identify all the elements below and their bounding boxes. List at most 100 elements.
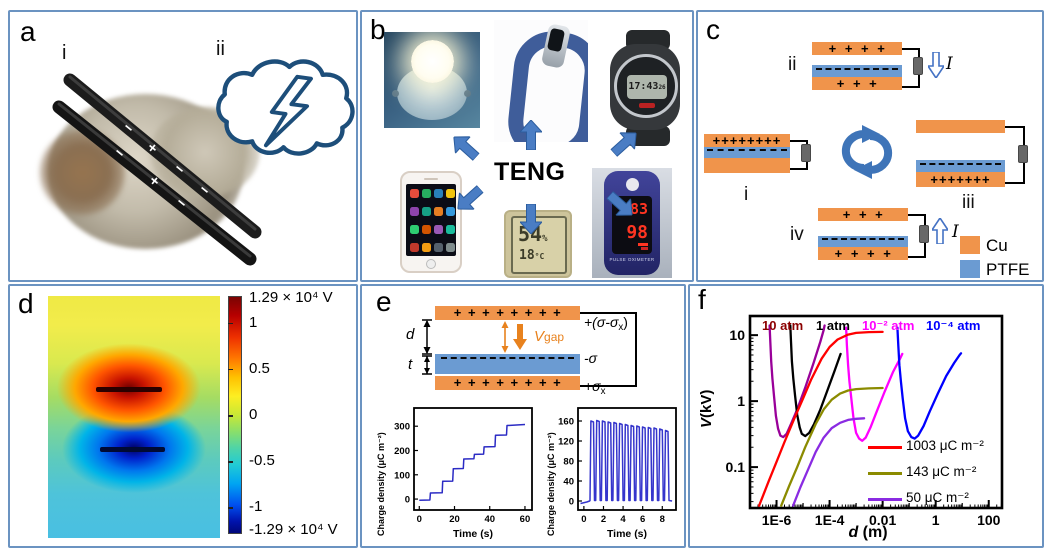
watch-time: 17:43 [628, 81, 659, 92]
legend-label-1003: 1003 μC m⁻² [906, 438, 984, 453]
legend-label-143: 143 μC m⁻² [906, 464, 977, 479]
thickness-arrow [422, 355, 432, 375]
state-iv-label: iv [790, 224, 804, 245]
f-xlabel: d (m) [848, 524, 888, 541]
arrow-up-left-icon [453, 136, 480, 162]
fitness-band-photo [494, 20, 588, 142]
state-i-top-cu-electrode: ++++++++ [704, 134, 790, 147]
legend-swatch-ptfe [960, 260, 980, 278]
gap-distance-arrow [422, 319, 432, 355]
panel-f-letter: f [698, 284, 706, 315]
watch-seconds: 26 [658, 84, 666, 91]
panel-e: e + + + + + + + + +(σ-σx) d Vgap -σ [360, 284, 686, 548]
oximeter-spo2: 98 [626, 222, 648, 243]
pressure-label-10atm: 10 atm [762, 318, 804, 333]
svg-text:0.01: 0.01 [869, 512, 896, 528]
current-label-iv: I [952, 222, 959, 242]
hygrometer-temperature: 18 [519, 248, 535, 263]
vgap-thick-arrow [513, 324, 527, 350]
svg-text:6: 6 [640, 514, 645, 525]
cycle-arrows-icon [841, 125, 893, 179]
lightning-bolt-icon [263, 74, 313, 148]
phone-app-grid [406, 184, 456, 256]
legend-line-143 [868, 472, 902, 476]
oximeter-pulse: 83 [629, 200, 648, 218]
svg-text:1E-4: 1E-4 [815, 512, 845, 528]
vgap-thin-arrow [501, 321, 509, 353]
svg-text:1: 1 [932, 512, 940, 528]
panel-f: voltage-vs-gap f 1E-61E-40.0111000.1110 … [688, 284, 1044, 548]
colorbar-tick: -1 [249, 498, 263, 515]
colorbar-tick: 1 [249, 314, 258, 331]
schematic-ptfe-layer [435, 354, 580, 374]
colorbar-min-label: -1.29 × 10⁴ V [249, 521, 338, 538]
panel-a-sublabel-i: i [62, 42, 67, 64]
smartphone-photo [390, 170, 474, 274]
state-i-resistor [801, 144, 811, 162]
svg-text:0: 0 [569, 497, 574, 508]
svg-text:8: 8 [660, 514, 665, 525]
svg-text:40: 40 [484, 514, 495, 525]
bottom-electrode-plate [99, 447, 165, 453]
current-arrow-up-icon [932, 218, 948, 244]
voltage-vs-gap-distance-plot: 1E-6 1E-4 0.01 1 100 0.1 1 10 [726, 314, 1004, 528]
svg-text:2: 2 [601, 514, 606, 525]
arrow-down-left-icon [457, 184, 484, 210]
phone-home-button [426, 259, 436, 269]
colorbar-tick: 0.5 [249, 360, 270, 377]
svg-text:120: 120 [558, 437, 574, 448]
colorbar-tick: -0.5 [249, 452, 275, 469]
svg-text:160: 160 [558, 417, 574, 428]
charged-rods-icon: − + − − − + − [52, 73, 262, 266]
panel-a-sublabel-ii: ii [216, 38, 225, 60]
svg-text:300: 300 [394, 422, 410, 433]
surface-charge-top-label: +(σ-σx) [584, 314, 628, 333]
state-iv-bottom-charges: + + + + [834, 246, 892, 261]
state-iv-bottom-cu-electrode: + + + + [818, 247, 908, 260]
panel-c: c ii + + + + + + + I ++++++++ i [696, 10, 1044, 282]
state-iii-bottom-cu-electrode: +++++++ [916, 172, 1005, 187]
svg-text:100: 100 [977, 512, 1001, 528]
panel-a-label: a [20, 16, 36, 47]
digital-watch-photo: 17:4326 [602, 28, 688, 146]
pressure-label-0.0001atm: 10⁻⁴ atm [926, 318, 981, 333]
svg-text:40: 40 [563, 477, 574, 488]
legend-label-50: 50 μC m⁻² [906, 490, 969, 505]
thundercloud-icon [216, 59, 355, 156]
pressure-label-0.01atm: 10⁻² atm [862, 318, 915, 333]
oximeter-button [626, 178, 639, 191]
panel-b-label: b [370, 14, 386, 45]
svg-text:0.1: 0.1 [726, 459, 746, 475]
legend-swatch-cu [960, 236, 980, 254]
state-iii-ptfe-layer [916, 160, 1005, 172]
panel-d: d 1.29 × 10⁴ V 1 0.5 0 -0.5 -1 -1.29 × 1… [8, 284, 358, 548]
panel-d-label: d [18, 288, 34, 319]
potential-field-map [48, 296, 220, 538]
svg-text:80: 80 [563, 457, 574, 468]
panel-a: a i ii − + − − − + − [8, 10, 358, 282]
current-arrow-down-icon [928, 52, 944, 78]
schematic-top-cu-electrode: + + + + + + + + [435, 306, 580, 320]
svg-text:0: 0 [417, 514, 422, 525]
arrow-up-icon [520, 120, 542, 150]
svg-text:4: 4 [620, 514, 626, 525]
state-iii-resistor [1018, 145, 1028, 163]
state-i-bottom-cu-electrode [704, 158, 790, 173]
surface-charge-mid-label: -σ [584, 350, 598, 366]
state-ii-top-charges: + + + + [828, 41, 886, 56]
state-iv-ptfe-layer [818, 236, 908, 247]
state-iii-bottom-charges: +++++++ [930, 172, 991, 187]
legend-label-ptfe: PTFE [986, 260, 1030, 279]
arrow-down-icon [520, 204, 542, 234]
gap-distance-label: d [406, 326, 415, 343]
svg-text:200: 200 [394, 446, 410, 457]
pulse-oximeter-photo: 83 98 PULSE OXIMETER [592, 168, 672, 278]
legend-line-1003 [868, 446, 902, 450]
oximeter-label: PULSE OXIMETER [609, 257, 655, 262]
panel-b: b TENG 17:4326 [360, 10, 694, 282]
current-label-ii: I [946, 54, 953, 74]
charge-density-steps-chart: 0 20 40 60 0 100 200 300 Time (s) [394, 407, 533, 540]
state-ii-bottom-charges: + + + [836, 76, 878, 91]
